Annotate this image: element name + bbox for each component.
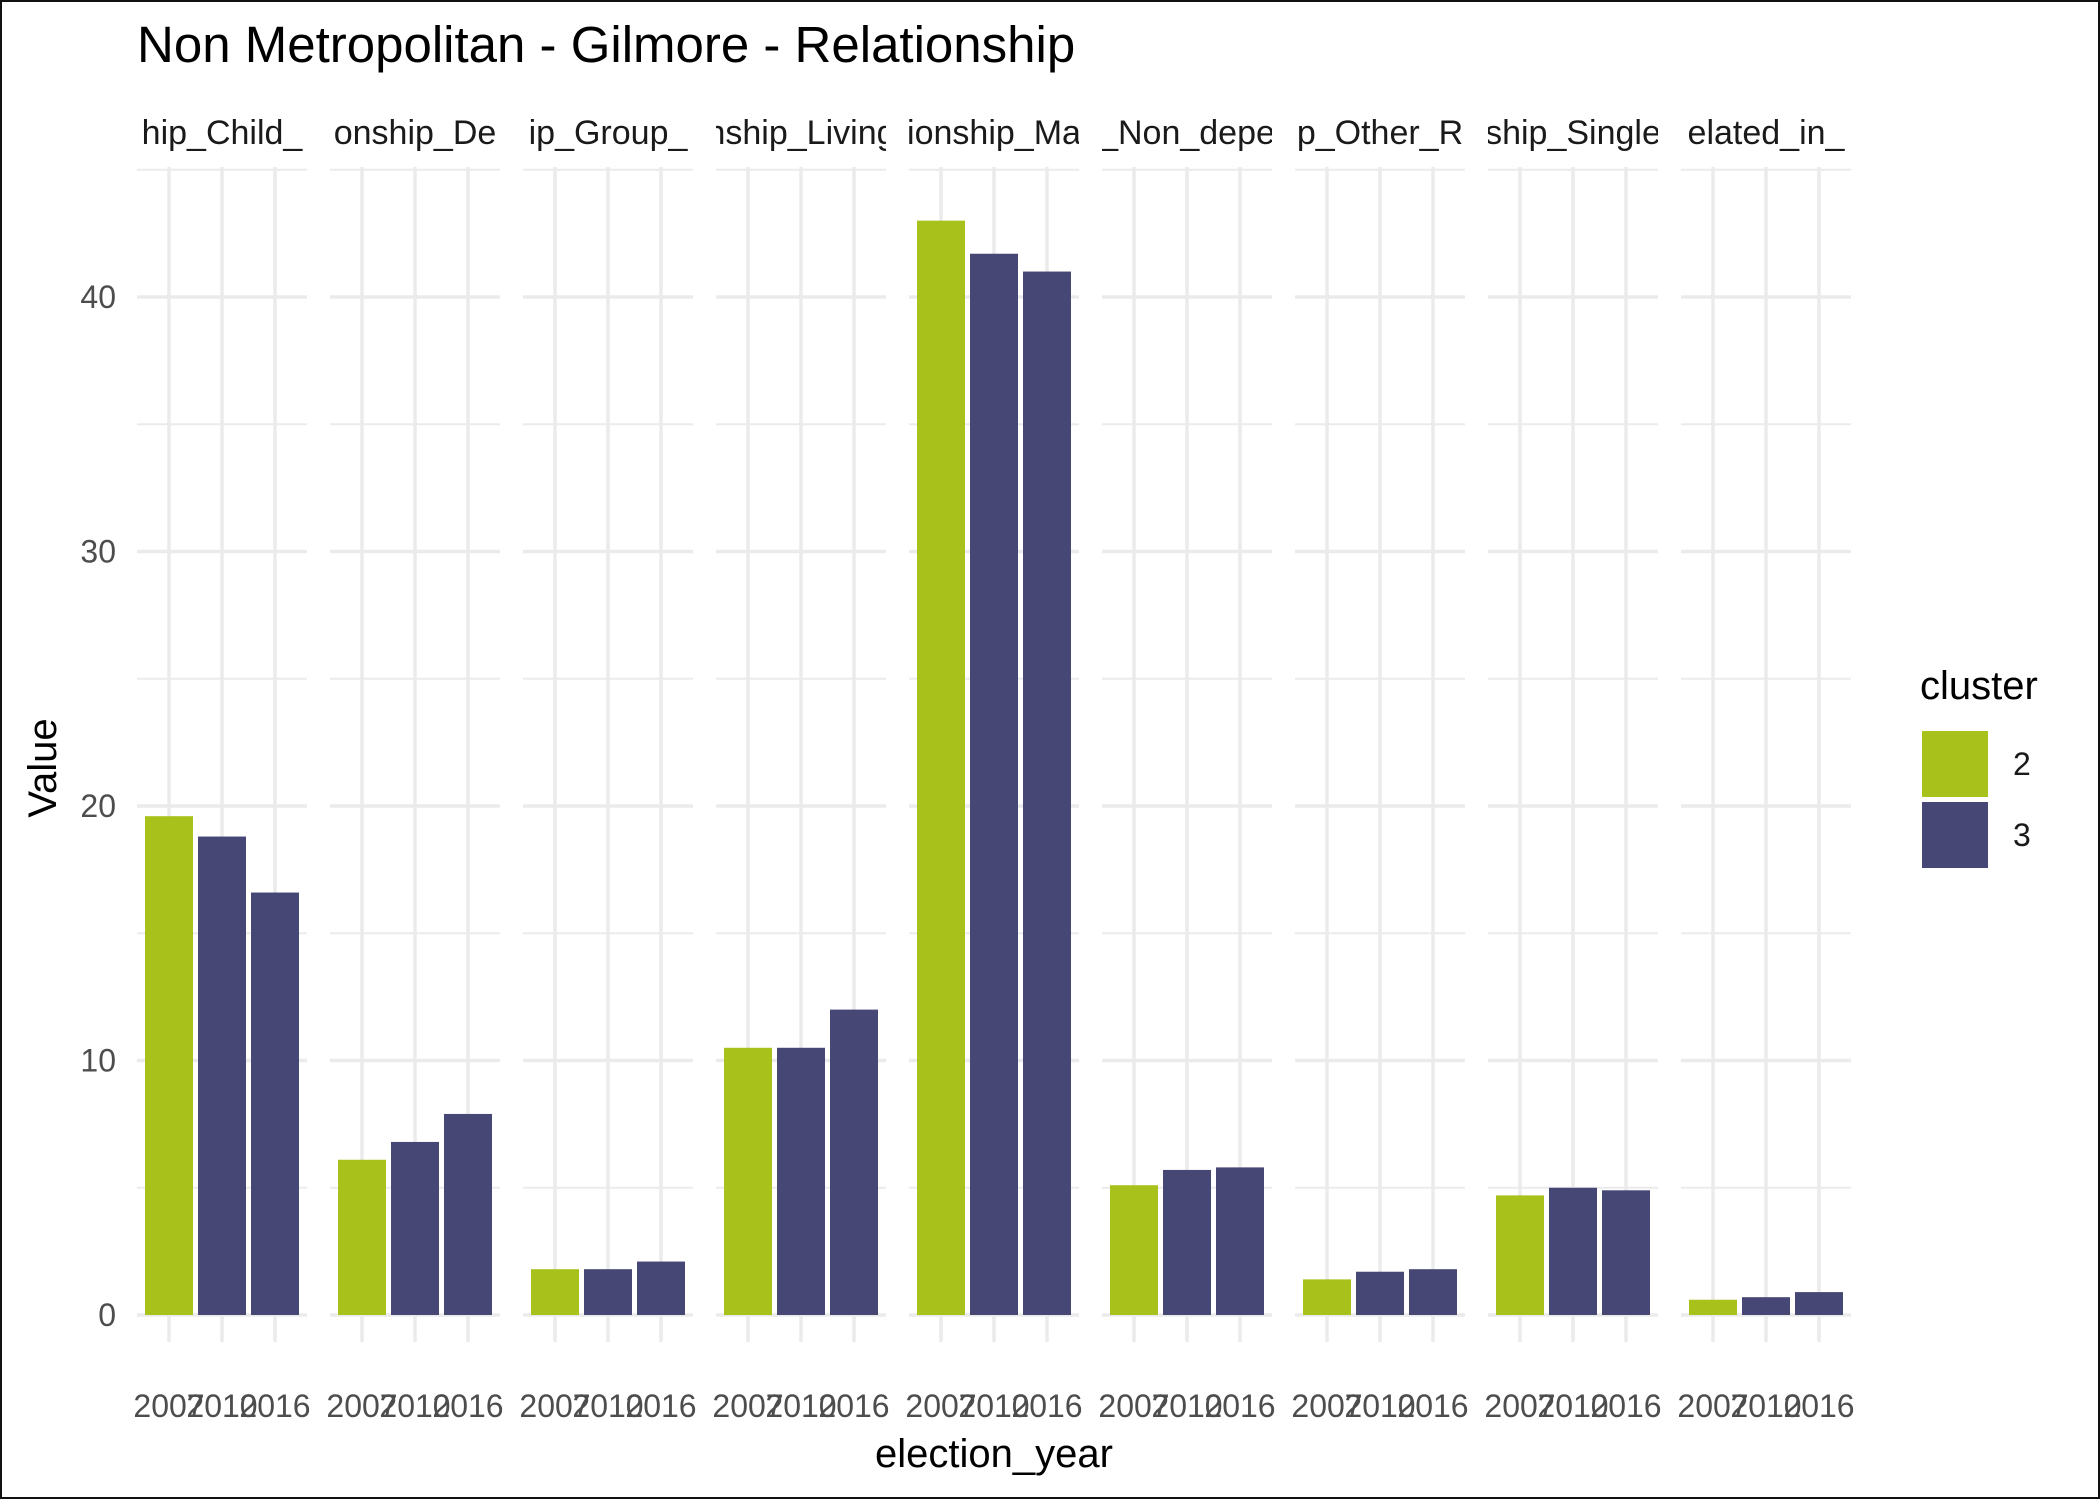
x-tick-label: 2007 xyxy=(1098,1388,1169,1424)
y-tick-label: 30 xyxy=(80,534,116,570)
bar xyxy=(830,1009,878,1315)
bar xyxy=(531,1269,579,1315)
chart-title: Non Metropolitan - Gilmore - Relationshi… xyxy=(137,16,1075,73)
x-tick-label: 2007 xyxy=(133,1388,204,1424)
facet-strip-label: onship_De xyxy=(334,114,497,152)
facet-strip-label: _Non_depe xyxy=(1098,114,1275,152)
legend-key-label: 3 xyxy=(2013,817,2031,853)
legend-key-swatch xyxy=(1922,731,1988,797)
x-tick-label: 2007 xyxy=(326,1388,397,1424)
bar xyxy=(584,1269,632,1315)
x-tick-label: 2016 xyxy=(239,1388,310,1424)
bar xyxy=(145,816,193,1315)
x-axis-title: election_year xyxy=(875,1432,1113,1476)
facet-strip-label: ship_Single xyxy=(1485,114,1661,152)
x-tick-label: 2010 xyxy=(186,1388,257,1424)
x-tick-label: 2016 xyxy=(1397,1388,1468,1424)
x-tick-label: 2010 xyxy=(572,1388,643,1424)
bar xyxy=(198,836,246,1315)
bar xyxy=(970,253,1018,1316)
x-tick-label: 2007 xyxy=(712,1388,783,1424)
legend-key-label: 2 xyxy=(2013,746,2031,782)
bar xyxy=(1689,1299,1737,1315)
bar xyxy=(1795,1292,1843,1315)
bar xyxy=(1602,1190,1650,1315)
facet-strip-label: p_Other_R xyxy=(1297,114,1463,152)
legend-key-swatch xyxy=(1922,802,1988,868)
facet-strip-label: hip_Child_ xyxy=(142,114,304,152)
y-tick-label: 20 xyxy=(80,788,116,824)
bar xyxy=(1303,1279,1351,1315)
x-tick-label: 2010 xyxy=(379,1388,450,1424)
bar xyxy=(338,1159,386,1315)
facet-strip-label: elated_in_ xyxy=(1688,114,1846,152)
legend-title: cluster xyxy=(1920,664,2038,708)
x-tick-label: 2016 xyxy=(1011,1388,1082,1424)
bar xyxy=(251,892,299,1315)
x-tick-label: 2007 xyxy=(1484,1388,1555,1424)
bar xyxy=(444,1113,492,1315)
bar xyxy=(1496,1195,1544,1315)
x-tick-label: 2016 xyxy=(818,1388,889,1424)
x-tick-label: 2016 xyxy=(1783,1388,1854,1424)
x-tick-label: 2016 xyxy=(1204,1388,1275,1424)
x-tick-label: 2016 xyxy=(625,1388,696,1424)
x-tick-label: 2016 xyxy=(1590,1388,1661,1424)
bar xyxy=(1163,1169,1211,1315)
bar xyxy=(1356,1271,1404,1315)
x-tick-label: 2010 xyxy=(1730,1388,1801,1424)
x-tick-label: 2010 xyxy=(765,1388,836,1424)
bar xyxy=(1409,1269,1457,1315)
x-tick-label: 2010 xyxy=(1151,1388,1222,1424)
bar xyxy=(777,1047,825,1315)
bar xyxy=(1742,1297,1790,1315)
legend: cluster 2 3 xyxy=(1920,664,2038,868)
x-tick-label: 2016 xyxy=(432,1388,503,1424)
x-tick-label: 2010 xyxy=(958,1388,1029,1424)
bar xyxy=(637,1261,685,1315)
x-tick-label: 2010 xyxy=(1344,1388,1415,1424)
bar xyxy=(724,1047,772,1315)
x-tick-label: 2007 xyxy=(519,1388,590,1424)
y-tick-label: 10 xyxy=(80,1043,116,1079)
bar xyxy=(1110,1185,1158,1315)
y-tick-label: 40 xyxy=(80,279,116,315)
y-axis: 0 10 20 30 40 xyxy=(80,279,116,1333)
facet-strip-label: ionship_Ma xyxy=(907,114,1081,152)
bar xyxy=(391,1141,439,1315)
x-tick-label: 2007 xyxy=(1291,1388,1362,1424)
facet-strip-label: nship_Living xyxy=(706,114,895,152)
y-axis-title: Value xyxy=(21,718,65,817)
bar xyxy=(1549,1187,1597,1315)
y-tick-label: 0 xyxy=(98,1297,116,1333)
x-tick-label: 2007 xyxy=(905,1388,976,1424)
x-tick-label: 2007 xyxy=(1677,1388,1748,1424)
facet-strip-label: ip_Group_ xyxy=(529,114,689,152)
x-tick-label: 2010 xyxy=(1537,1388,1608,1424)
bar xyxy=(1023,271,1071,1315)
facet-panels: hip_Child_200720102016onship_De200720102… xyxy=(133,114,1854,1424)
bar xyxy=(1216,1167,1264,1315)
bar xyxy=(917,220,965,1315)
